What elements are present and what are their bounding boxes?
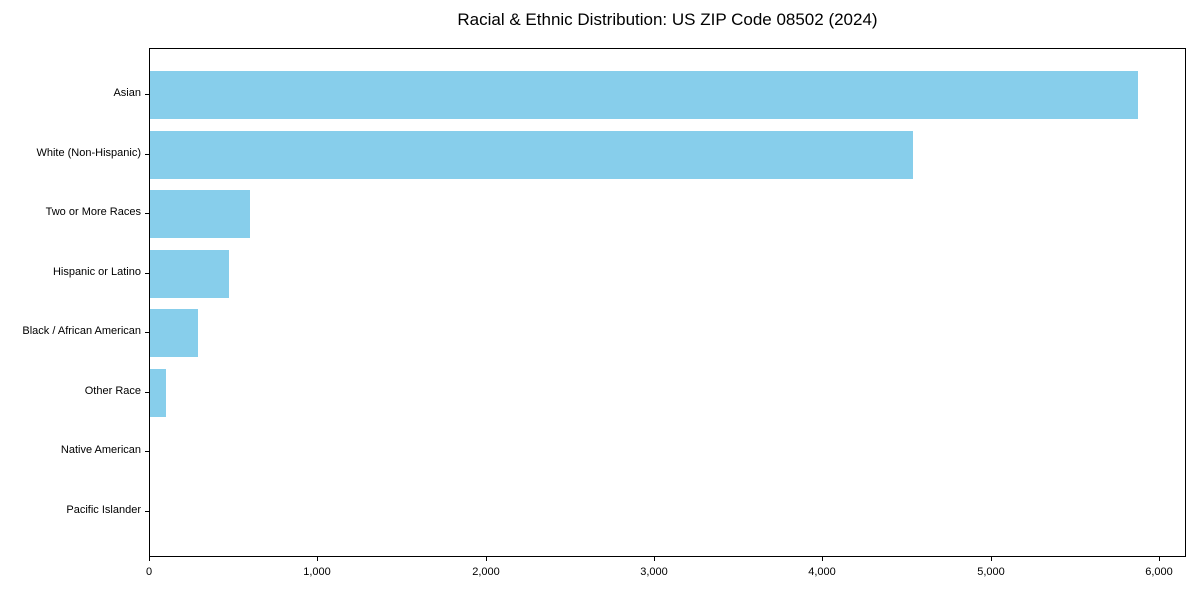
y-tick-label-two-or-more-races: Two or More Races: [45, 206, 141, 218]
bar-asian: [150, 71, 1138, 119]
x-tick-label: 0: [145, 566, 153, 578]
x-tick-label: 3,000: [640, 566, 668, 578]
bar-hispanic-or-latino: [150, 250, 229, 298]
x-tick-label: 5,000: [977, 566, 1005, 578]
x-tick-label: 2,000: [472, 566, 500, 578]
y-tick-mark: [145, 273, 149, 274]
x-tick-label: 4,000: [808, 566, 836, 578]
x-tick-mark: [1159, 557, 1160, 561]
y-tick-label-black-african-american: Black / African American: [22, 325, 141, 337]
y-tick-mark: [145, 94, 149, 95]
y-tick-mark: [145, 511, 149, 512]
bar-other-race: [150, 369, 166, 417]
y-tick-mark: [145, 451, 149, 452]
y-tick-label-native-american: Native American: [60, 444, 141, 456]
x-tick-label: 6,000: [1145, 566, 1173, 578]
bar-two-or-more-races: [150, 190, 250, 238]
y-tick-mark: [145, 392, 149, 393]
y-tick-mark: [145, 213, 149, 214]
y-tick-label-hispanic-or-latino: Hispanic or Latino: [52, 266, 141, 278]
y-tick-label-other-race: Other Race: [84, 385, 141, 397]
y-tick-mark: [145, 154, 149, 155]
x-tick-label: 1,000: [303, 566, 331, 578]
bar-white-non-hispanic: [150, 131, 913, 179]
chart-title: Racial & Ethnic Distribution: US ZIP Cod…: [457, 10, 878, 29]
x-tick-mark: [654, 557, 655, 561]
plot-area: [149, 48, 1186, 557]
y-tick-label-asian: Asian: [113, 87, 141, 99]
y-tick-label-pacific-islander: Pacific Islander: [66, 504, 141, 516]
y-tick-mark: [145, 332, 149, 333]
x-tick-mark: [822, 557, 823, 561]
x-tick-mark: [991, 557, 992, 561]
x-tick-mark: [317, 557, 318, 561]
y-tick-label-white-non-hispanic: White (Non-Hispanic): [36, 147, 141, 159]
x-tick-mark: [149, 557, 150, 561]
bar-black-african-american: [150, 309, 198, 357]
x-tick-mark: [486, 557, 487, 561]
